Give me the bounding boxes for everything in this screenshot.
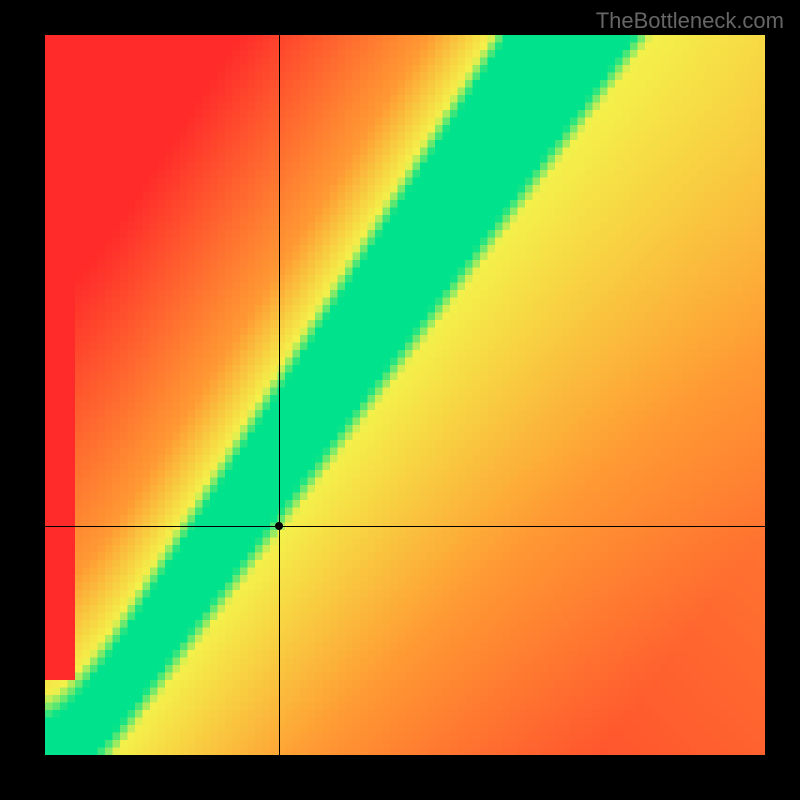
crosshair-horizontal — [45, 526, 765, 527]
outer-frame: TheBottleneck.com — [0, 0, 800, 800]
crosshair-vertical — [279, 35, 280, 755]
marker-dot — [275, 522, 283, 530]
heatmap-canvas — [45, 35, 765, 755]
heatmap-plot — [45, 35, 765, 755]
watermark-text: TheBottleneck.com — [596, 8, 784, 34]
